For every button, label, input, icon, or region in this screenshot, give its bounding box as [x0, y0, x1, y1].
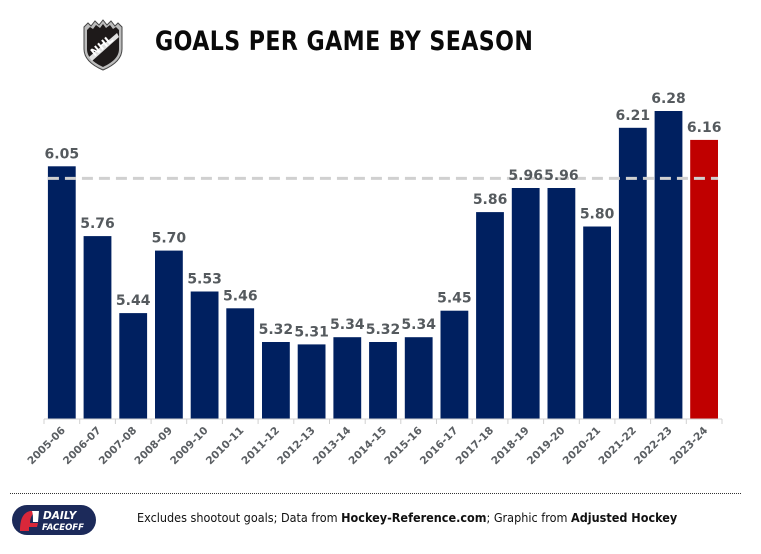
bar-2012-13 [297, 344, 326, 419]
x-tick-label: 2017-18 [454, 425, 497, 468]
footer-note-part2: ; Graphic from [486, 510, 571, 525]
x-tick-label: 2008-09 [132, 425, 175, 468]
data-label-2018-19: 5.96 [508, 168, 543, 184]
x-tick-label: 2016-17 [418, 425, 461, 468]
data-label-2016-17: 5.45 [437, 291, 472, 307]
x-tick-label: 2013-14 [311, 425, 354, 468]
x-tick-label: 2021-22 [596, 425, 639, 468]
bar-2020-21 [583, 226, 611, 419]
data-label-2010-11: 5.46 [223, 288, 258, 304]
data-label-2020-21: 5.80 [580, 207, 615, 223]
data-label-2017-18: 5.86 [473, 192, 508, 208]
bar-2016-17 [440, 310, 469, 419]
bar-2006-07 [83, 236, 112, 419]
bar-2021-22 [618, 127, 647, 420]
brand-line1: DAILY [43, 510, 78, 522]
data-label-2023-24: 6.16 [687, 120, 722, 136]
data-labels: 6.055.765.445.705.535.465.32 5.31 5.34 5.32… [45, 91, 722, 340]
nhl-logo-icon: NHL [83, 19, 123, 71]
x-tick-label: 2007-08 [97, 425, 140, 468]
data-label-2009-10: 5.53 [187, 272, 222, 288]
bar-2015-16 [404, 337, 433, 419]
data-label-2015-16: 5.34 [401, 317, 436, 333]
x-tick-label: 2014-15 [347, 425, 390, 468]
bar-2014-15 [369, 342, 397, 419]
bar-chart: 6.055.765.445.705.535.465.32 5.31 5.34 5.32… [25, 91, 723, 468]
footer-credit: Adjusted Hockey [570, 510, 678, 525]
bars-group [47, 111, 718, 420]
x-tick-label: 2009-10 [168, 425, 211, 468]
x-tick-label: 2006-07 [61, 425, 104, 468]
x-tick-label: 2019-20 [525, 425, 568, 468]
data-label-2008-09: 5.70 [152, 231, 187, 247]
brand-line2: FACEOFF [42, 523, 84, 533]
data-label-2014-15: 5.32 [366, 322, 401, 338]
data-label-2022-23: 6.28 [651, 91, 686, 107]
x-tick-label: 2011-12 [239, 425, 282, 468]
data-label-2019-20: 5.96 [544, 168, 579, 184]
bar-2013-14 [333, 337, 362, 419]
x-tick-label: 2010-11 [204, 425, 247, 468]
bar-2018-19 [511, 188, 540, 419]
bar-2023-24 [690, 139, 718, 419]
x-tick-label: 2005-06 [25, 425, 68, 468]
x-tick-label: 2020-21 [561, 425, 604, 468]
x-tick-label: 2023-24 [668, 425, 711, 468]
data-label-2006-07: 5.76 [80, 216, 115, 232]
bar-2022-23 [654, 111, 683, 419]
chart-title: GOALS PER GAME BY SEASON [155, 26, 534, 57]
footer-divider [10, 493, 741, 494]
data-label-2011-12: 5.32 [259, 322, 294, 338]
bar-2009-10 [190, 291, 219, 419]
daily-faceoff-logo-icon: DAILY FACEOFF [12, 505, 96, 535]
x-axis-ticks [43, 419, 723, 424]
x-tick-label: 2022-23 [632, 425, 675, 468]
bar-2007-08 [119, 313, 148, 419]
x-tick-label: 2012-13 [275, 425, 318, 468]
footer-note-part1: Excludes shootout goals; Data from [137, 510, 342, 525]
bar-2019-20 [547, 188, 576, 419]
footer-note: Excludes shootout goals; Data from Hocke… [137, 510, 677, 525]
bar-2008-09 [155, 250, 183, 419]
data-label-2012-13: 5.31 [294, 324, 329, 340]
x-tick-label: 2015-16 [382, 425, 425, 468]
x-tick-labels: 2005-062006-072007-082008-092009-102010-… [25, 425, 710, 468]
bar-2010-11 [226, 308, 255, 419]
footer-source: Hockey-Reference.com [341, 510, 487, 525]
data-label-2007-08: 5.44 [116, 293, 151, 309]
bar-2017-18 [476, 212, 504, 419]
x-tick-label: 2018-19 [489, 425, 532, 468]
data-label-2013-14: 5.34 [330, 317, 365, 333]
bar-2011-12 [262, 342, 290, 419]
data-label-2005-06: 6.05 [45, 146, 80, 162]
data-label-2021-22: 6.21 [616, 108, 651, 124]
bar-2005-06 [47, 166, 76, 419]
